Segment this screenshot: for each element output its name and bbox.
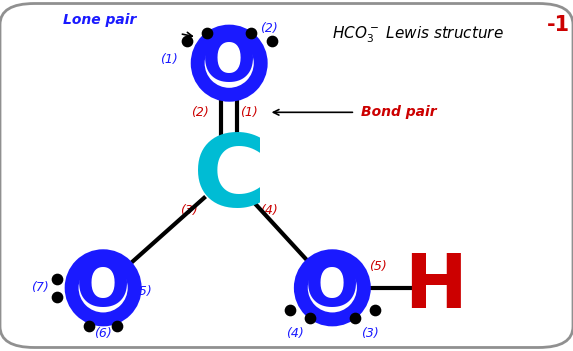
Text: (1): (1) bbox=[240, 106, 258, 119]
Text: H: H bbox=[404, 251, 467, 324]
Text: (5): (5) bbox=[135, 285, 152, 298]
Text: (3): (3) bbox=[180, 204, 198, 217]
Point bbox=[285, 307, 295, 313]
Text: O: O bbox=[76, 257, 130, 319]
Point bbox=[53, 276, 62, 282]
Point bbox=[350, 315, 359, 320]
Point bbox=[84, 324, 93, 329]
Text: (5): (5) bbox=[370, 260, 387, 273]
Text: (4): (4) bbox=[261, 204, 278, 217]
Point bbox=[247, 31, 256, 36]
Point bbox=[53, 294, 62, 299]
Text: Bond pair: Bond pair bbox=[361, 105, 437, 119]
Text: -1: -1 bbox=[547, 15, 570, 34]
Text: (6): (6) bbox=[95, 327, 112, 340]
Text: $HCO_3^-$ Lewis structure: $HCO_3^-$ Lewis structure bbox=[332, 25, 504, 45]
Text: (7): (7) bbox=[32, 281, 49, 294]
Text: Lone pair: Lone pair bbox=[63, 13, 136, 27]
Text: O: O bbox=[202, 32, 256, 94]
Point bbox=[202, 31, 211, 36]
Text: (3): (3) bbox=[361, 327, 378, 340]
Point bbox=[113, 324, 122, 329]
Text: (2): (2) bbox=[261, 21, 278, 35]
Point bbox=[305, 315, 315, 320]
Text: O: O bbox=[305, 257, 359, 319]
Text: (4): (4) bbox=[286, 327, 304, 340]
Point bbox=[182, 38, 191, 44]
Text: (1): (1) bbox=[160, 53, 178, 66]
Point bbox=[267, 38, 276, 44]
Text: C: C bbox=[193, 131, 266, 227]
Point bbox=[370, 307, 379, 313]
Text: (2): (2) bbox=[191, 106, 209, 119]
